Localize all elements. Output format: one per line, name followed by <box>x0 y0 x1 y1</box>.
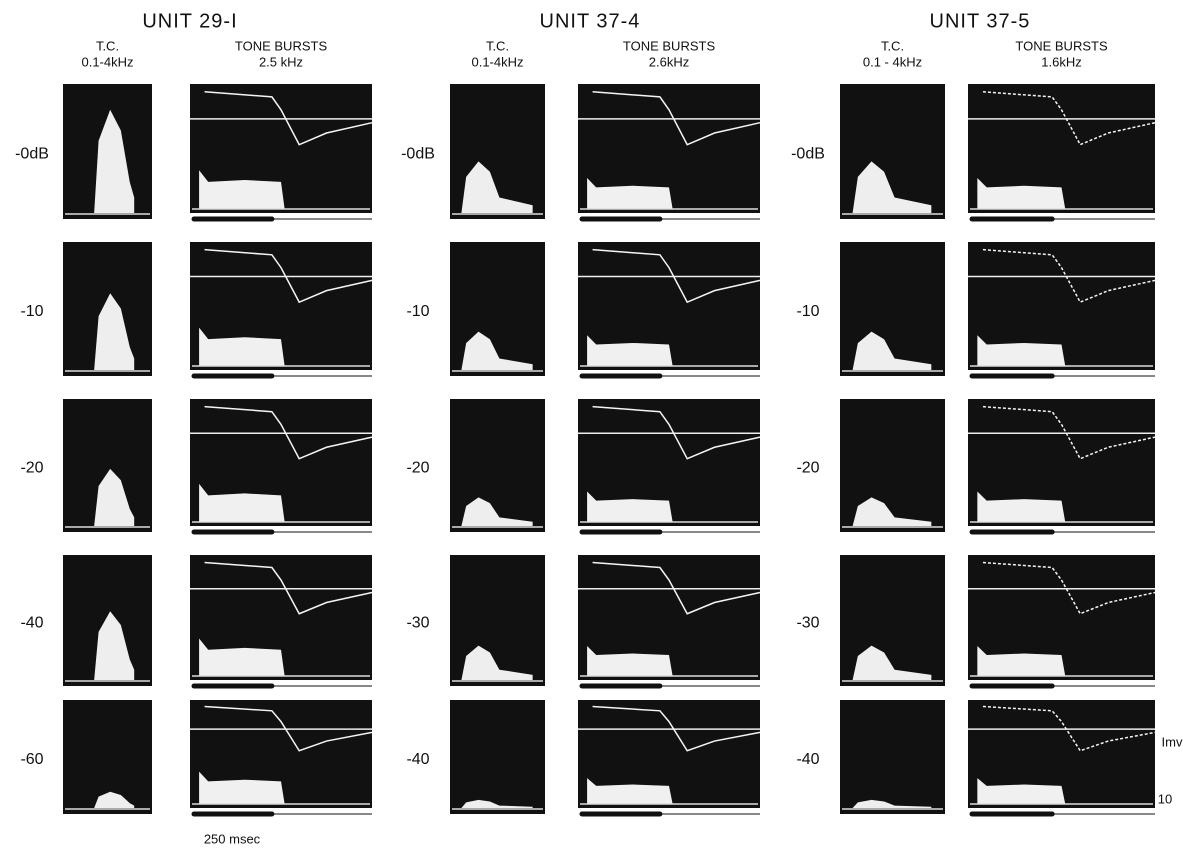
tc-histogram <box>94 109 135 213</box>
tc-range: 0.1-4kHz <box>81 54 133 69</box>
tone-label: TONE BURSTS <box>1015 38 1108 53</box>
level-label: -0dB <box>791 146 825 163</box>
potential-trace <box>592 405 761 460</box>
tc-histogram <box>461 331 533 370</box>
tc-histogram <box>94 293 135 370</box>
response-histogram <box>587 178 673 209</box>
response-histogram <box>977 491 1066 522</box>
tc-histogram <box>461 161 533 213</box>
tc-panel <box>840 399 945 532</box>
tc-panel <box>840 700 945 814</box>
unit-title: UNIT 29-I <box>142 10 237 32</box>
potential-trace <box>204 705 373 752</box>
level-label: -20 <box>406 460 429 477</box>
potential-trace <box>982 561 1156 615</box>
response-histogram <box>977 646 1066 676</box>
potential-trace <box>982 90 1156 146</box>
unit-title: UNIT 37-4 <box>540 10 641 32</box>
response-histogram <box>587 335 673 366</box>
level-label: -40 <box>20 615 43 632</box>
level-label: -20 <box>796 460 819 477</box>
level-label: -10 <box>796 303 819 320</box>
level-label: -40 <box>796 751 819 768</box>
potential-trace <box>204 561 373 615</box>
time-scale: 250 msec <box>204 831 261 846</box>
potential-trace <box>592 248 761 304</box>
tc-histogram <box>94 468 135 526</box>
potential-trace <box>592 90 761 146</box>
response-histogram <box>977 778 1066 804</box>
potential-trace <box>204 405 373 460</box>
response-histogram <box>199 771 285 804</box>
tone-label: TONE BURSTS <box>623 38 716 53</box>
potential-trace <box>204 90 373 146</box>
count-scale: 10 <box>1158 791 1172 806</box>
potential-trace <box>592 561 761 615</box>
voltage-scale: Imv <box>1162 734 1183 749</box>
potential-trace <box>592 705 761 752</box>
response-histogram <box>199 170 285 209</box>
tc-histogram <box>461 645 533 680</box>
tc-label: T.C. <box>881 38 904 53</box>
response-histogram <box>199 638 285 676</box>
response-histogram <box>977 335 1066 366</box>
tc-histogram <box>852 497 932 526</box>
level-label: -0dB <box>401 146 435 163</box>
unit-title: UNIT 37-5 <box>930 10 1031 32</box>
level-label: -60 <box>20 751 43 768</box>
tc-panel <box>450 700 545 814</box>
tc-histogram <box>461 799 533 808</box>
tone-freq: 2.6kHz <box>649 54 689 69</box>
level-label: -20 <box>20 460 43 477</box>
tc-range: 0.1-4kHz <box>471 54 523 69</box>
response-histogram <box>199 327 285 366</box>
tc-histogram <box>852 799 932 808</box>
tc-label: T.C. <box>96 38 119 53</box>
tc-histogram <box>461 497 533 526</box>
response-histogram <box>587 646 673 676</box>
tc-histogram <box>94 611 135 680</box>
tone-freq: 1.6kHz <box>1041 54 1081 69</box>
response-histogram <box>977 178 1066 209</box>
level-label: -0dB <box>15 146 49 163</box>
level-label: -30 <box>796 615 819 632</box>
response-histogram <box>587 491 673 522</box>
potential-trace <box>982 705 1156 752</box>
level-label: -40 <box>406 751 429 768</box>
tone-freq: 2.5 kHz <box>259 54 303 69</box>
tc-panel <box>450 399 545 532</box>
tc-histogram <box>852 645 932 680</box>
tc-range: 0.1 - 4kHz <box>863 54 922 69</box>
potential-trace <box>982 248 1156 304</box>
tone-label: TONE BURSTS <box>235 38 328 53</box>
tc-label: T.C. <box>486 38 509 53</box>
response-histogram <box>199 483 285 522</box>
tc-histogram <box>852 161 932 213</box>
tc-histogram <box>94 791 135 808</box>
response-histogram <box>587 778 673 804</box>
potential-trace <box>204 248 373 304</box>
tc-histogram <box>852 331 932 370</box>
level-label: -30 <box>406 615 429 632</box>
level-label: -10 <box>406 303 429 320</box>
level-label: -10 <box>20 303 43 320</box>
potential-trace <box>982 405 1156 460</box>
